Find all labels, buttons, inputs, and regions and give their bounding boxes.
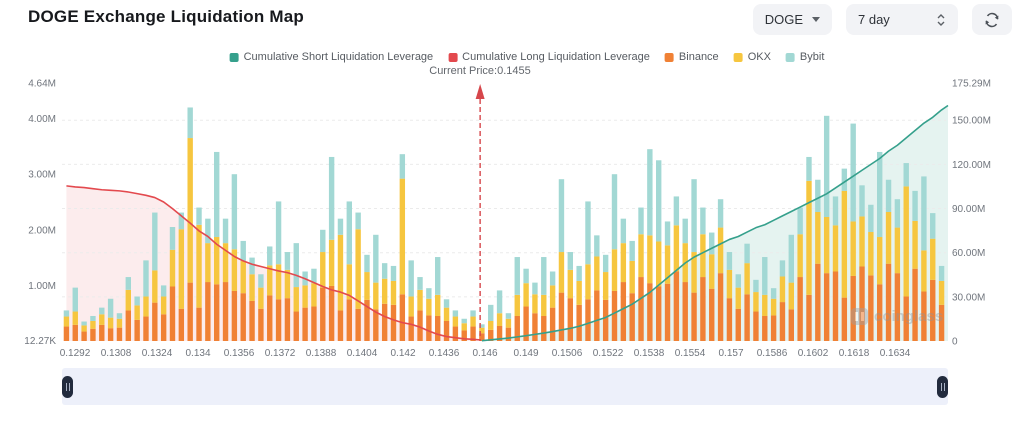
svg-text:0.1388: 0.1388 <box>306 348 337 359</box>
svg-text:0.134: 0.134 <box>185 348 210 359</box>
range-slider-left-handle[interactable] <box>62 375 73 398</box>
toolbar: DOGE 7 day <box>752 4 1012 35</box>
legend-swatch <box>733 52 743 62</box>
legend-item-okx[interactable]: OKX <box>733 51 771 63</box>
svg-text:0.1308: 0.1308 <box>101 348 132 359</box>
svg-text:0.1372: 0.1372 <box>265 348 296 359</box>
legend-swatch <box>448 52 458 62</box>
svg-text:0.1292: 0.1292 <box>60 348 91 359</box>
legend-label: OKX <box>747 51 771 63</box>
svg-text:0.157: 0.157 <box>718 348 743 359</box>
period-select[interactable]: 7 day <box>846 4 958 35</box>
spinner-arrows-icon <box>936 12 946 28</box>
legend-swatch <box>229 52 239 62</box>
period-select-value: 7 day <box>858 12 890 27</box>
svg-text:0.146: 0.146 <box>472 348 497 359</box>
legend-swatch <box>785 52 795 62</box>
refresh-button[interactable] <box>972 4 1012 35</box>
svg-text:0.1522: 0.1522 <box>593 348 624 359</box>
svg-text:30.00M: 30.00M <box>952 292 985 303</box>
legend-swatch <box>664 52 674 62</box>
svg-text:0.149: 0.149 <box>513 348 538 359</box>
svg-text:0: 0 <box>952 337 958 348</box>
legend-item-binance[interactable]: Binance <box>664 51 719 63</box>
svg-text:0.1506: 0.1506 <box>552 348 583 359</box>
svg-text:0.1554: 0.1554 <box>675 348 706 359</box>
range-slider-right-handle[interactable] <box>937 375 948 398</box>
svg-text:4.00M: 4.00M <box>28 114 56 125</box>
symbol-select[interactable]: DOGE <box>752 4 832 35</box>
svg-text:0.1538: 0.1538 <box>634 348 665 359</box>
svg-text:4.64M: 4.64M <box>28 79 56 90</box>
svg-text:0.1602: 0.1602 <box>798 348 829 359</box>
svg-text:60.00M: 60.00M <box>952 248 985 259</box>
current-price-label: Current Price:0.1455 <box>429 65 531 77</box>
legend-label: Bybit <box>799 51 825 63</box>
refresh-icon <box>985 12 999 27</box>
svg-text:1.00M: 1.00M <box>28 281 56 292</box>
page-title: DOGE Exchange Liquidation Map <box>28 7 304 26</box>
svg-text:0.1586: 0.1586 <box>757 348 788 359</box>
symbol-select-value: DOGE <box>764 12 803 27</box>
svg-text:90.00M: 90.00M <box>952 204 985 215</box>
legend-item-cumulative-short[interactable]: Cumulative Short Liquidation Leverage <box>229 51 434 63</box>
svg-text:0.1356: 0.1356 <box>224 348 255 359</box>
svg-text:120.00M: 120.00M <box>952 160 991 171</box>
svg-text:150.00M: 150.00M <box>952 116 991 127</box>
svg-text:3.00M: 3.00M <box>28 170 56 181</box>
legend-label: Binance <box>678 51 719 63</box>
svg-text:2.00M: 2.00M <box>28 225 56 236</box>
svg-text:12.27K: 12.27K <box>24 336 56 347</box>
svg-text:0.142: 0.142 <box>390 348 415 359</box>
legend: Cumulative Short Liquidation Leverage Cu… <box>229 51 825 63</box>
range-slider-track[interactable] <box>62 368 948 405</box>
svg-text:0.1324: 0.1324 <box>142 348 173 359</box>
svg-text:0.1618: 0.1618 <box>839 348 870 359</box>
svg-text:0.1404: 0.1404 <box>347 348 378 359</box>
svg-text:0.1634: 0.1634 <box>880 348 911 359</box>
legend-item-cumulative-long[interactable]: Cumulative Long Liquidation Leverage <box>448 51 650 63</box>
chevron-down-icon <box>812 17 820 22</box>
legend-label: Cumulative Long Liquidation Leverage <box>462 51 650 63</box>
svg-text:0.1436: 0.1436 <box>429 348 460 359</box>
legend-item-bybit[interactable]: Bybit <box>785 51 825 63</box>
legend-label: Cumulative Short Liquidation Leverage <box>243 51 434 63</box>
svg-text:175.29M: 175.29M <box>952 79 991 90</box>
